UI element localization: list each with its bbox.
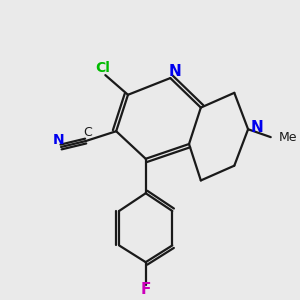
Text: Me: Me xyxy=(279,130,297,144)
Text: F: F xyxy=(140,282,151,297)
Text: N: N xyxy=(52,133,64,147)
Text: Cl: Cl xyxy=(95,61,110,75)
Text: N: N xyxy=(169,64,182,79)
Text: C: C xyxy=(83,126,92,139)
Text: N: N xyxy=(250,120,263,135)
